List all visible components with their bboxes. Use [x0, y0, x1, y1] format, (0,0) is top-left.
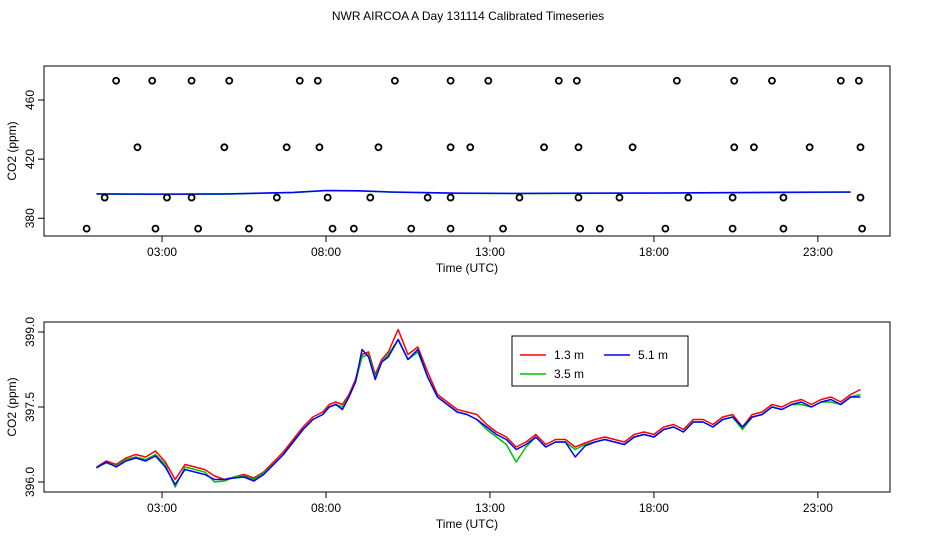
scatter-point: [282, 143, 291, 152]
scatter-point: [768, 76, 776, 85]
plot-frame: [43, 321, 891, 493]
x-axis-label: Time (UTC): [436, 517, 498, 531]
y-tick-label: 460: [23, 90, 37, 110]
scatter-point: [194, 224, 203, 233]
scatter-point: [446, 224, 455, 233]
y-tick-label: 399.0: [23, 317, 37, 347]
y-tick-label: 396.0: [23, 467, 37, 497]
scatter-point: [220, 143, 229, 152]
scatter-point: [595, 224, 604, 233]
scatter-point: [540, 143, 548, 152]
x-tick-label: 08:00: [311, 501, 341, 515]
scatter-point: [323, 193, 332, 202]
scatter-point: [328, 224, 337, 233]
x-tick-label: 03:00: [147, 501, 177, 515]
scatter-point: [672, 76, 681, 85]
scatter-point: [684, 193, 693, 202]
bottom-panel: 03:00 08:00 13:00 18:00 23:00 Time (UTC) 396.0…: [5, 317, 891, 531]
scatter-point: [446, 143, 455, 152]
scatter-point: [407, 224, 416, 233]
series-line-1: [96, 328, 861, 481]
scatter-point: [423, 193, 432, 202]
scatter-point: [574, 193, 583, 202]
x-tick-label: 13:00: [475, 501, 505, 515]
scatter-point: [728, 193, 737, 202]
legend-label: 3.5 m: [554, 367, 584, 381]
scatter-point: [133, 143, 142, 152]
scatter-point: [349, 224, 358, 233]
scatter-point: [295, 76, 304, 85]
y-axis-label: CO2 (ppm): [5, 377, 19, 436]
scatter-point: [554, 76, 563, 85]
scatter-point: [390, 76, 399, 85]
scatter-point: [730, 143, 739, 152]
scatter-point: [730, 76, 739, 85]
x-tick-label: 08:00: [311, 245, 341, 259]
legend: 1.3 m 5.1 m 3.5 m: [511, 335, 689, 387]
scatter-point: [272, 193, 281, 202]
x-tick-label: 23:00: [803, 501, 833, 515]
scatter-point: [572, 76, 581, 85]
scatter-point: [446, 76, 455, 85]
x-tick-label: 18:00: [639, 245, 669, 259]
scatter-point: [576, 224, 585, 233]
y-tick-label: 420: [23, 149, 37, 169]
y-tick-label: 380: [23, 208, 37, 228]
y-axis-label: CO2 (ppm): [5, 121, 19, 180]
scatter-point: [225, 76, 234, 85]
plot-frame: [43, 65, 891, 237]
scatter-point: [750, 143, 758, 152]
x-axis-label: Time (UTC): [436, 261, 498, 275]
page-title: NWR AIRCOA A Day 131114 Calibrated Times…: [331, 9, 605, 23]
x-tick-label: 23:00: [803, 245, 833, 259]
scatter-point: [779, 193, 788, 202]
y-tick-label: 397.5: [23, 392, 37, 422]
scatter-point: [856, 143, 865, 152]
scatter-point: [858, 224, 867, 233]
scatter-point: [856, 193, 865, 202]
scatter-point: [728, 224, 737, 233]
scatter-point: [484, 76, 493, 85]
scatter-point: [446, 193, 455, 202]
legend-box: [511, 335, 689, 387]
scatter-point: [854, 76, 863, 85]
scatter-point: [661, 224, 670, 233]
scatter-point: [366, 193, 375, 202]
scatter-point: [628, 143, 637, 152]
scatter-point: [163, 193, 171, 202]
series-line-3: [96, 338, 861, 486]
x-tick-label: 03:00: [147, 245, 177, 259]
scatter-point: [315, 143, 324, 152]
scatter-point: [805, 143, 814, 152]
scatter-point: [112, 76, 121, 85]
scatter-point: [836, 76, 845, 85]
scatter-point: [151, 224, 160, 233]
x-tick-label: 18:00: [639, 501, 669, 515]
scatter-point: [82, 224, 91, 233]
scatter-point: [466, 143, 475, 152]
legend-label: 1.3 m: [554, 348, 584, 362]
series-line-2: [96, 338, 861, 488]
scatter-point: [187, 193, 196, 202]
scatter-point: [574, 143, 583, 152]
scatter-point: [313, 76, 322, 85]
scatter-point: [374, 143, 383, 152]
scatter-point: [245, 224, 253, 233]
scatter-point: [779, 224, 788, 233]
scatter-point: [615, 193, 624, 202]
scatter-point: [499, 224, 507, 233]
scatter-point: [187, 76, 196, 85]
scatter-point: [100, 193, 109, 202]
legend-label: 5.1 m: [638, 348, 668, 362]
scatter-point: [515, 193, 524, 202]
scatter-point: [148, 76, 157, 85]
x-tick-label: 13:00: [475, 245, 505, 259]
top-series-line-blue: [96, 189, 851, 195]
top-panel: 03:00 08:00 13:00 18:00 23:00 Time (UTC) 380 42…: [5, 65, 891, 275]
